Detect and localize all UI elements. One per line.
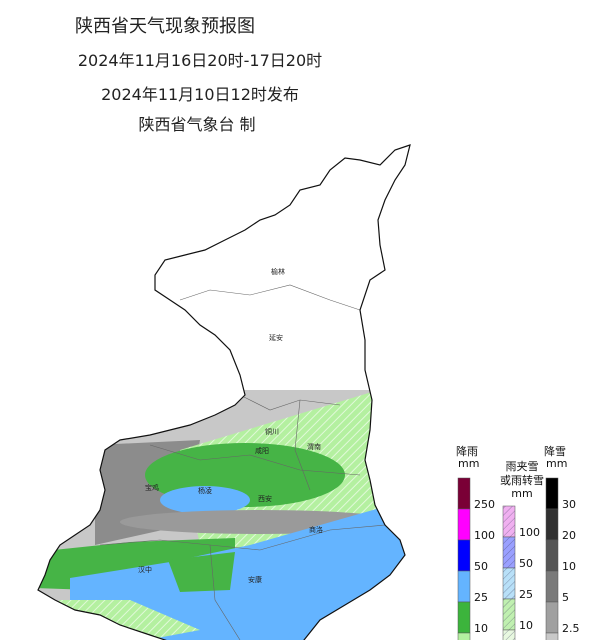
legend: 降雨mm250100502510雨夹雪或雨转雪mm100502510降雪mm30…: [456, 444, 580, 640]
legend-hatch: [503, 506, 515, 537]
legend-title: 降雪: [544, 444, 566, 458]
legend-unit: mm: [458, 457, 479, 470]
legend-label: 50: [519, 557, 533, 570]
city-label: 宝鸡: [145, 483, 159, 492]
city-label: 汉中: [138, 565, 152, 574]
legend-hatch: [503, 599, 515, 630]
legend-label: 10: [562, 560, 576, 573]
legend-title: 雨夹雪: [506, 460, 539, 473]
legend-swatch: [457, 570, 471, 603]
legend-hatch: [503, 568, 515, 599]
legend-label: 20: [562, 529, 576, 542]
legend-label: 2.5: [562, 622, 580, 635]
legend-swatch: [545, 570, 559, 603]
legend-label: 25: [519, 588, 533, 601]
legend-label: 10: [519, 619, 533, 632]
legend-swatch: [457, 477, 471, 510]
legend-title: 或雨转雪: [500, 473, 544, 487]
title: 陕西省天气现象预报图: [75, 16, 255, 37]
legend-swatch: [545, 601, 559, 634]
city-label: 渭南: [307, 442, 321, 451]
period: 2024年11月16日20时-17日20时: [78, 51, 322, 70]
legend-hatch: [503, 630, 515, 640]
legend-swatch: [457, 539, 471, 572]
issued: 2024年11月10日12时发布: [101, 85, 299, 104]
city-label: 延安: [269, 333, 283, 342]
city-label: 商洛: [309, 525, 323, 534]
issuer: 陕西省气象台 制: [138, 115, 255, 134]
legend-label: 100: [474, 529, 495, 542]
legend-swatch: [457, 632, 471, 640]
legend-label: 5: [562, 591, 569, 604]
legend-swatch: [457, 601, 471, 634]
city-label: 榆林: [271, 267, 285, 276]
legend-label: 100: [519, 526, 540, 539]
legend-label: 10: [474, 622, 488, 635]
legend-label: 30: [562, 498, 576, 511]
legend-swatch: [545, 477, 559, 510]
precip-areas: [38, 145, 410, 640]
legend-label: 25: [474, 591, 488, 604]
legend-title: 降雨: [456, 444, 478, 458]
city-label: 杨凌: [198, 486, 212, 495]
legend-swatch: [457, 508, 471, 541]
city-label: 安康: [248, 575, 262, 584]
legend-label: 50: [474, 560, 488, 573]
legend-swatch: [545, 539, 559, 572]
legend-label: 250: [474, 498, 495, 511]
city-label: 咸阳: [255, 446, 269, 455]
city-label: 西安: [258, 494, 272, 503]
city-label: 铜川: [265, 427, 279, 436]
legend-unit: mm: [511, 487, 532, 500]
legend-unit: mm: [546, 457, 567, 470]
legend-hatch: [503, 537, 515, 568]
legend-swatch: [545, 508, 559, 541]
legend-swatch: [545, 632, 559, 640]
